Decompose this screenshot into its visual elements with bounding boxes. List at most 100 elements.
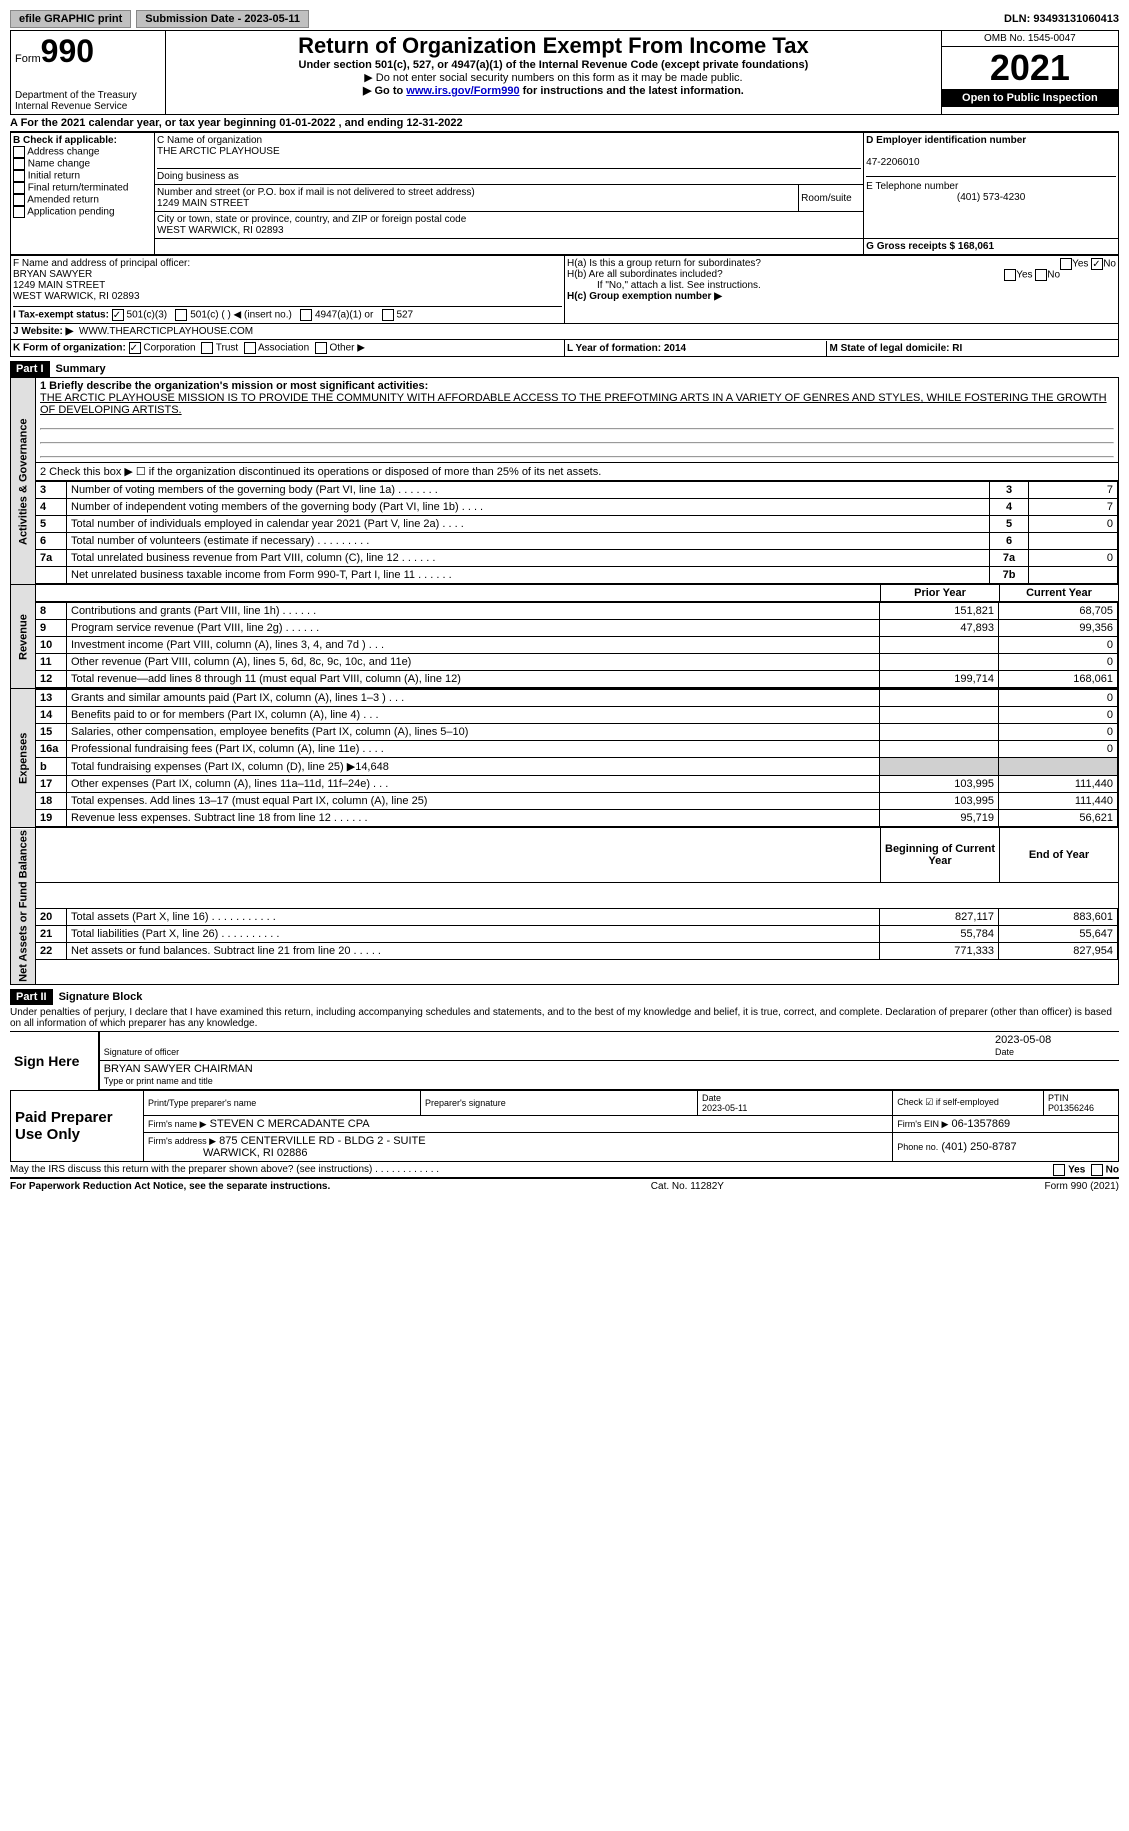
applicable-checkbox[interactable] <box>13 170 25 182</box>
side-net-assets: Net Assets or Fund Balances <box>11 828 36 985</box>
efile-print-button[interactable]: efile GRAPHIC print <box>10 10 131 28</box>
table-row: 21Total liabilities (Part X, line 26) . … <box>36 925 1118 942</box>
yes-label2: Yes <box>1016 270 1032 281</box>
form-subtitle: Under section 501(c), 527, or 4947(a)(1)… <box>170 59 937 71</box>
no-label: No <box>1103 259 1116 270</box>
col-prior: Prior Year <box>881 585 1000 602</box>
k-label: K Form of organization: <box>13 343 126 354</box>
col-begin: Beginning of Current Year <box>881 828 1000 883</box>
dept-label: Department of the Treasury Internal Reve… <box>15 90 161 112</box>
paperwork-notice: For Paperwork Reduction Act Notice, see … <box>10 1181 330 1192</box>
table-row: 8Contributions and grants (Part VIII, li… <box>36 603 1118 620</box>
part2-title: Signature Block <box>53 991 143 1003</box>
discuss-no[interactable] <box>1091 1164 1103 1176</box>
form-label: Form <box>15 53 41 65</box>
applicable-checkbox[interactable] <box>13 182 25 194</box>
hb-yes[interactable] <box>1004 269 1016 281</box>
c-name-label: C Name of organization <box>157 135 262 146</box>
submission-date-button[interactable]: Submission Date - 2023-05-11 <box>136 10 309 28</box>
section-fhi-table: F Name and address of principal officer:… <box>10 255 1119 357</box>
applicable-checkbox[interactable] <box>13 206 25 218</box>
table-row: 18Total expenses. Add lines 13–17 (must … <box>36 793 1118 810</box>
checkbox-item: Initial return <box>13 170 152 182</box>
checkbox-item: Address change <box>13 146 152 158</box>
open-to-public: Open to Public Inspection <box>942 89 1118 107</box>
side-revenue: Revenue <box>11 585 36 689</box>
part1-table: Activities & Governance 1 Briefly descri… <box>10 377 1119 985</box>
j-label: J Website: ▶ <box>13 326 73 337</box>
table-row: 4Number of independent voting members of… <box>36 499 1118 516</box>
footer-form: Form 990 (2021) <box>1045 1181 1119 1192</box>
form-number: 990 <box>41 33 94 69</box>
name-title-label: Type or print name and title <box>104 1076 213 1086</box>
discuss-no-label: No <box>1106 1164 1119 1175</box>
applicable-checkbox[interactable] <box>13 158 25 170</box>
check-self-employed: Check ☑ if self-employed <box>893 1090 1044 1115</box>
applicable-checkbox[interactable] <box>13 146 25 158</box>
table-row: 17Other expenses (Part IX, column (A), l… <box>36 776 1118 793</box>
part1-header: Part I <box>10 361 50 377</box>
table-row: 7aTotal unrelated business revenue from … <box>36 550 1118 567</box>
irs-link[interactable]: www.irs.gov/Form990 <box>406 85 519 97</box>
sign-here-label: Sign Here <box>10 1032 99 1090</box>
501c3-checkbox[interactable] <box>112 309 124 321</box>
k-other[interactable] <box>315 342 327 354</box>
city-label: City or town, state or province, country… <box>157 214 466 225</box>
room-label: Room/suite <box>799 185 864 211</box>
discuss-yes[interactable] <box>1053 1164 1065 1176</box>
501c-checkbox[interactable] <box>175 309 187 321</box>
discuss-yes-label: Yes <box>1068 1164 1085 1175</box>
ein-value: 47-2206010 <box>866 157 919 168</box>
tax-year: 2021 <box>942 47 1118 89</box>
ha-no[interactable] <box>1091 258 1103 270</box>
cat-number: Cat. No. 11282Y <box>330 1181 1044 1192</box>
note2-post: for instructions and the latest informat… <box>520 85 744 97</box>
firm-addr-label: Firm's address ▶ <box>148 1136 216 1146</box>
dba-label: Doing business as <box>157 171 239 182</box>
line1-label: 1 Briefly describe the organization's mi… <box>40 380 428 392</box>
i-opt-2: 4947(a)(1) or <box>315 310 373 321</box>
4947-checkbox[interactable] <box>300 309 312 321</box>
part2-header: Part II <box>10 989 53 1005</box>
col-current: Current Year <box>1000 585 1119 602</box>
527-checkbox[interactable] <box>382 309 394 321</box>
note-link: ▶ Go to www.irs.gov/Form990 for instruct… <box>170 84 937 97</box>
side-expenses: Expenses <box>11 689 36 828</box>
firm-addr2: WARWICK, RI 02886 <box>203 1147 308 1159</box>
applicable-checkbox[interactable] <box>13 194 25 206</box>
side-governance: Activities & Governance <box>11 378 36 585</box>
table-row: 9Program service revenue (Part VIII, lin… <box>36 620 1118 637</box>
gross-receipts: G Gross receipts $ 168,061 <box>866 241 994 252</box>
k-opt-0: Corporation <box>143 343 195 354</box>
officer-print-name: BRYAN SAWYER CHAIRMAN <box>104 1063 253 1075</box>
k-corp[interactable] <box>129 342 141 354</box>
note-ssn: ▶ Do not enter social security numbers o… <box>170 71 937 84</box>
line-a: A For the 2021 calendar year, or tax yea… <box>10 115 1119 132</box>
sign-here-table: Sign Here Signature of officer 2023-05-0… <box>10 1032 1119 1090</box>
ha-label: H(a) Is this a group return for subordin… <box>567 258 761 269</box>
note2-pre: ▶ Go to <box>363 85 406 97</box>
table-row: 13Grants and similar amounts paid (Part … <box>36 690 1118 707</box>
col-end: End of Year <box>1000 828 1119 883</box>
hb-no[interactable] <box>1035 269 1047 281</box>
i-opt-1: 501(c) ( ) ◀ (insert no.) <box>190 310 292 321</box>
line2: 2 Check this box ▶ ☐ if the organization… <box>36 463 1119 481</box>
k-trust[interactable] <box>201 342 213 354</box>
k-opt-3: Other ▶ <box>329 343 364 354</box>
l-label: L Year of formation: 2014 <box>567 343 686 354</box>
form-header-table: Form990 Department of the Treasury Inter… <box>10 30 1119 115</box>
table-row: Net unrelated business taxable income fr… <box>36 567 1118 584</box>
hb-label: H(b) Are all subordinates included? <box>567 269 723 280</box>
k-opt-1: Trust <box>216 343 238 354</box>
m-label: M State of legal domicile: RI <box>829 343 962 354</box>
table-row: 22Net assets or fund balances. Subtract … <box>36 942 1118 959</box>
officer-addr1: 1249 MAIN STREET <box>13 280 105 291</box>
prep-date-label: Date <box>702 1093 721 1103</box>
ha-yes[interactable] <box>1060 258 1072 270</box>
table-row: 12Total revenue—add lines 8 through 11 (… <box>36 671 1118 688</box>
i-label: I Tax-exempt status: <box>13 310 109 321</box>
k-assoc[interactable] <box>244 342 256 354</box>
phone-label: E Telephone number <box>866 181 958 192</box>
sig-date: 2023-05-08 <box>995 1034 1051 1046</box>
ptin-label: PTIN <box>1048 1093 1069 1103</box>
